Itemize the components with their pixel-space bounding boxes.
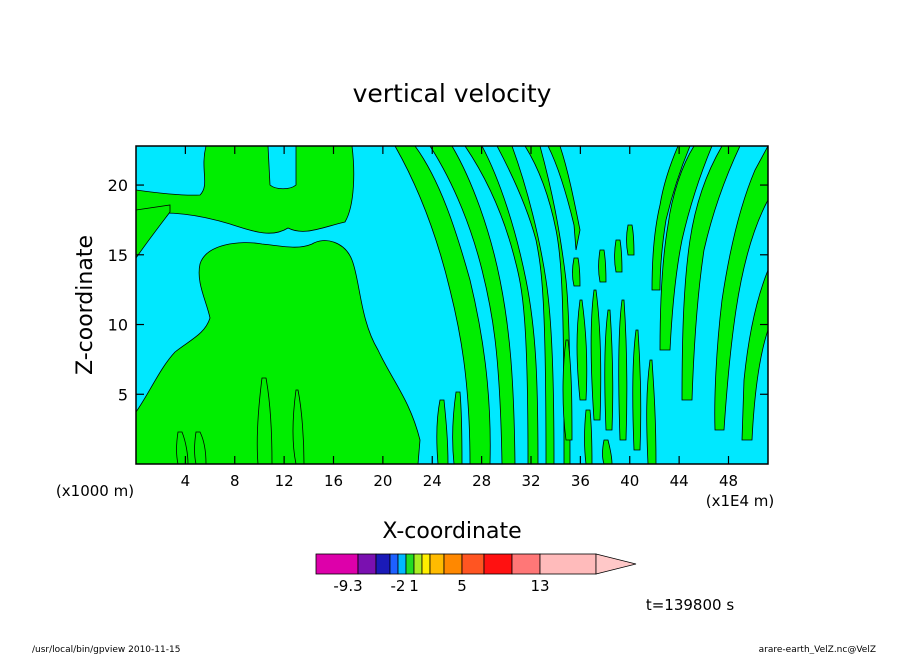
x-tick-label: 4	[181, 472, 191, 490]
x-axis-ticks: 4 8 12 16 20 24 28 32 36 40 44 48	[181, 146, 738, 490]
x-tick-label: 48	[719, 472, 738, 490]
colorbar-segment-3	[389, 553, 399, 575]
plot-frame	[135, 145, 769, 465]
positive-region-11	[659, 146, 713, 351]
colorbar-segment-7	[421, 553, 431, 575]
positive-region-16	[436, 399, 449, 464]
footer-right: arare-earth_VelZ.nc@VelZ	[759, 645, 876, 654]
colorbar-segment-9	[443, 553, 463, 575]
colorbar-segment-11	[483, 553, 513, 575]
positive-region-6	[496, 146, 555, 464]
colorbar-segment-1	[357, 553, 377, 575]
colorbar	[315, 553, 637, 575]
colorbar-segment-4	[397, 553, 407, 575]
positive-region-4	[429, 146, 516, 464]
colorbar-label: 13	[530, 577, 549, 595]
plot-area	[135, 145, 769, 465]
y-axis-ticks: 5 10 15 20	[108, 176, 768, 404]
positive-region-15	[256, 377, 273, 464]
positive-region-8	[547, 146, 581, 251]
time-label: t=139800 s	[646, 596, 734, 614]
positive-region-26	[562, 339, 573, 441]
positive-region-14	[292, 389, 305, 464]
positive-region-12	[651, 146, 691, 291]
colorbar-segment-5	[405, 553, 415, 575]
colorbar-label: -9.3	[333, 577, 362, 595]
x-tick-label: 20	[373, 472, 392, 490]
positive-region-22	[604, 309, 614, 431]
positive-region-29	[626, 224, 635, 256]
positive-region-27	[598, 249, 607, 283]
colorbar-extend-max	[595, 553, 637, 575]
colorbar-label: 5	[457, 577, 467, 595]
positive-region-25	[646, 359, 657, 464]
positive-region-30	[572, 257, 581, 287]
x-axis-label: X-coordinate	[382, 519, 521, 544]
footer-left: /usr/local/bin/gpview 2010-11-15	[32, 645, 180, 654]
colorbar-segment-13	[539, 553, 597, 575]
y-tick-label: 10	[108, 316, 128, 335]
positive-region-17	[452, 391, 463, 464]
colorbar-label: 1	[409, 577, 419, 595]
positive-region-1	[136, 146, 355, 234]
positive-region-28	[614, 239, 623, 273]
colorbar-segment-8	[429, 553, 445, 575]
y-tick-label: 20	[108, 176, 128, 195]
positive-region-3	[394, 146, 491, 464]
positive-region-23	[618, 299, 628, 441]
colorbar-label: -2	[391, 577, 406, 595]
x-tick-label: 28	[472, 472, 491, 490]
y-axis-label: Z-coordinate	[73, 235, 98, 375]
positive-region-2	[136, 204, 171, 259]
positive-region-9	[714, 146, 768, 431]
x-scale-label: (x1E4 m)	[706, 492, 775, 510]
positive-region-20	[576, 299, 588, 401]
positive-region-13	[741, 269, 768, 441]
x-tick-label: 40	[620, 472, 639, 490]
positive-region-10	[681, 146, 741, 401]
x-tick-label: 8	[230, 472, 240, 490]
y-scale-label: (x1000 m)	[56, 482, 134, 500]
y-tick-label: 5	[118, 385, 128, 404]
x-tick-label: 36	[571, 472, 590, 490]
positive-region-21	[590, 289, 602, 421]
positive-region-31	[584, 409, 593, 464]
y-tick-label: 15	[108, 246, 128, 265]
contour-field	[136, 146, 768, 464]
colorbar-segment-2	[375, 553, 391, 575]
colorbar-segment-6	[413, 553, 423, 575]
colorbar-segment-10	[461, 553, 485, 575]
colorbar-segment-12	[511, 553, 541, 575]
x-tick-label: 24	[423, 472, 442, 490]
x-tick-label: 44	[670, 472, 689, 490]
colorbar-segment-0	[315, 553, 359, 575]
x-tick-label: 32	[521, 472, 540, 490]
positive-region-32	[602, 439, 613, 464]
x-tick-label: 16	[324, 472, 343, 490]
chart-title: vertical velocity	[353, 79, 552, 108]
positive-region-5	[464, 146, 539, 464]
positive-region-0	[136, 240, 421, 464]
positive-region-19	[194, 431, 207, 464]
colorbar-labels: -9.3 -2 1 5 13	[333, 577, 549, 595]
x-tick-label: 12	[275, 472, 294, 490]
positive-region-24	[632, 329, 642, 451]
